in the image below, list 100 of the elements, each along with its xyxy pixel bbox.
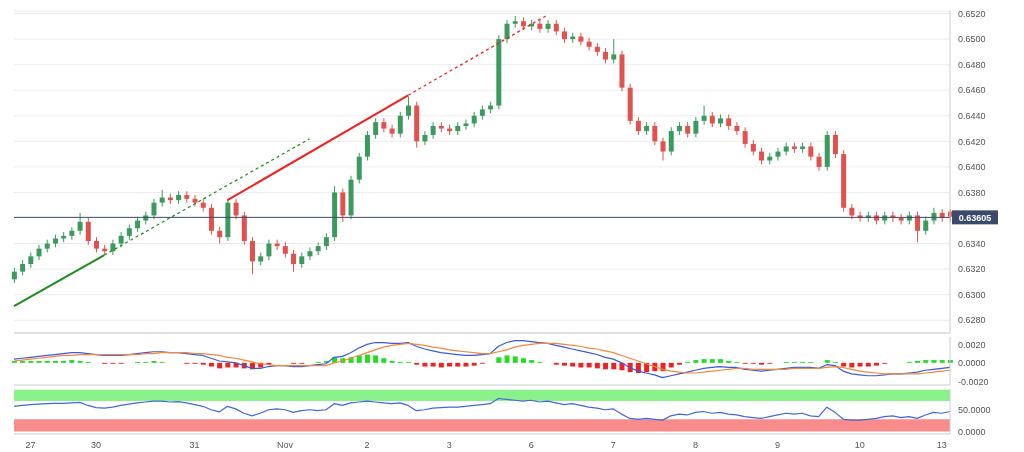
y-tick-label: 0.6480 <box>958 59 986 70</box>
x-tick-label: Nov <box>276 440 294 451</box>
bar <box>463 362 469 367</box>
bar <box>512 356 518 363</box>
x-tick-label: 31 <box>189 440 200 451</box>
bar <box>841 362 847 367</box>
candlestick <box>291 249 297 273</box>
candlestick <box>775 147 781 161</box>
candlestick <box>250 236 255 275</box>
bar <box>824 360 830 363</box>
y-tick-label: 0.6340 <box>958 238 986 249</box>
line-series <box>13 397 951 421</box>
x-tick-label: 30 <box>91 440 102 451</box>
bar <box>447 362 453 367</box>
x-tick-label: 13 <box>936 440 947 451</box>
candlestick <box>701 105 707 126</box>
candlestick <box>422 130 428 146</box>
bar <box>430 362 436 367</box>
candlestick <box>208 203 214 236</box>
y-tick-label: 0.6320 <box>958 264 986 275</box>
x-tick-label: 10 <box>854 440 865 451</box>
y-tick-label: 0.6380 <box>958 187 986 198</box>
candlestick <box>849 203 855 220</box>
candlestick <box>734 121 740 136</box>
bar <box>520 358 526 363</box>
candlestick <box>545 19 551 34</box>
candlestick <box>668 126 674 156</box>
candlestick <box>898 213 904 225</box>
bar <box>364 354 370 363</box>
candlestick <box>463 119 469 131</box>
candlestick <box>931 207 937 225</box>
y-tick-label: 0.6300 <box>958 289 986 300</box>
bar <box>693 360 699 363</box>
bar <box>570 362 576 367</box>
candlestick <box>537 19 543 34</box>
y-tick-label: 0.0020 <box>958 339 986 350</box>
bar <box>923 360 929 363</box>
y-tick-label: 0.6420 <box>958 136 986 147</box>
candlestick <box>233 198 239 220</box>
bar <box>529 360 535 363</box>
candlestick <box>151 198 157 220</box>
y-tick-label: 50.0000 <box>958 404 991 415</box>
x-tick-label: 9 <box>775 440 781 451</box>
y-tick-label: 0.6280 <box>958 315 986 326</box>
bar <box>718 359 723 363</box>
x-tick-label: 27 <box>25 440 36 451</box>
x-tick-label: 2 <box>364 440 370 451</box>
candlestick <box>192 194 198 207</box>
candlestick <box>85 217 91 246</box>
bar <box>471 362 477 366</box>
candlestick <box>504 19 510 44</box>
candlestick <box>652 121 658 146</box>
candlestick <box>406 96 411 121</box>
bar <box>709 359 715 363</box>
bar <box>865 362 871 367</box>
bar <box>69 360 75 363</box>
candlestick <box>578 32 584 46</box>
candlestick <box>307 246 313 261</box>
y-tick-label: 0.6520 <box>958 8 986 19</box>
y-tick-label: 0.0000 <box>958 358 986 369</box>
y-tick-label: 0.6400 <box>958 162 986 173</box>
candlestick <box>660 137 666 161</box>
x-tick-label: 6 <box>528 440 534 451</box>
bar <box>939 360 945 363</box>
x-tick-label: 7 <box>610 440 616 451</box>
bar <box>455 362 461 367</box>
y-tick-label: 0.0000 <box>958 426 986 437</box>
bar <box>603 362 609 370</box>
candlestick <box>69 226 75 241</box>
bar <box>857 362 863 367</box>
candlestick <box>915 211 921 243</box>
y-tick-label: -0.0020 <box>958 376 989 387</box>
bar <box>562 362 567 366</box>
y-tick-label: 0.6500 <box>958 34 986 45</box>
candlestick <box>430 121 436 140</box>
candlestick <box>389 124 395 138</box>
candlestick <box>397 111 403 138</box>
candlestick <box>611 38 617 64</box>
bar <box>496 357 502 363</box>
candlestick <box>356 152 362 184</box>
bar <box>381 358 387 363</box>
candlestick <box>77 212 83 236</box>
bar <box>504 355 510 363</box>
bar <box>701 359 707 363</box>
ref-line-label: 0.63605 <box>958 212 992 223</box>
bar <box>208 362 214 367</box>
candlestick <box>364 130 370 161</box>
candlestick <box>36 244 42 261</box>
candlestick <box>742 126 748 149</box>
bar <box>373 355 379 363</box>
candlestick <box>586 37 592 52</box>
candlestick <box>266 239 272 261</box>
bar <box>611 362 617 370</box>
candlestick <box>381 117 387 133</box>
bar <box>422 362 428 367</box>
bar <box>931 360 937 363</box>
candlestick <box>832 130 838 159</box>
candlestick <box>340 188 346 223</box>
y-tick-label: 0.6460 <box>958 85 986 96</box>
bar <box>874 362 879 366</box>
